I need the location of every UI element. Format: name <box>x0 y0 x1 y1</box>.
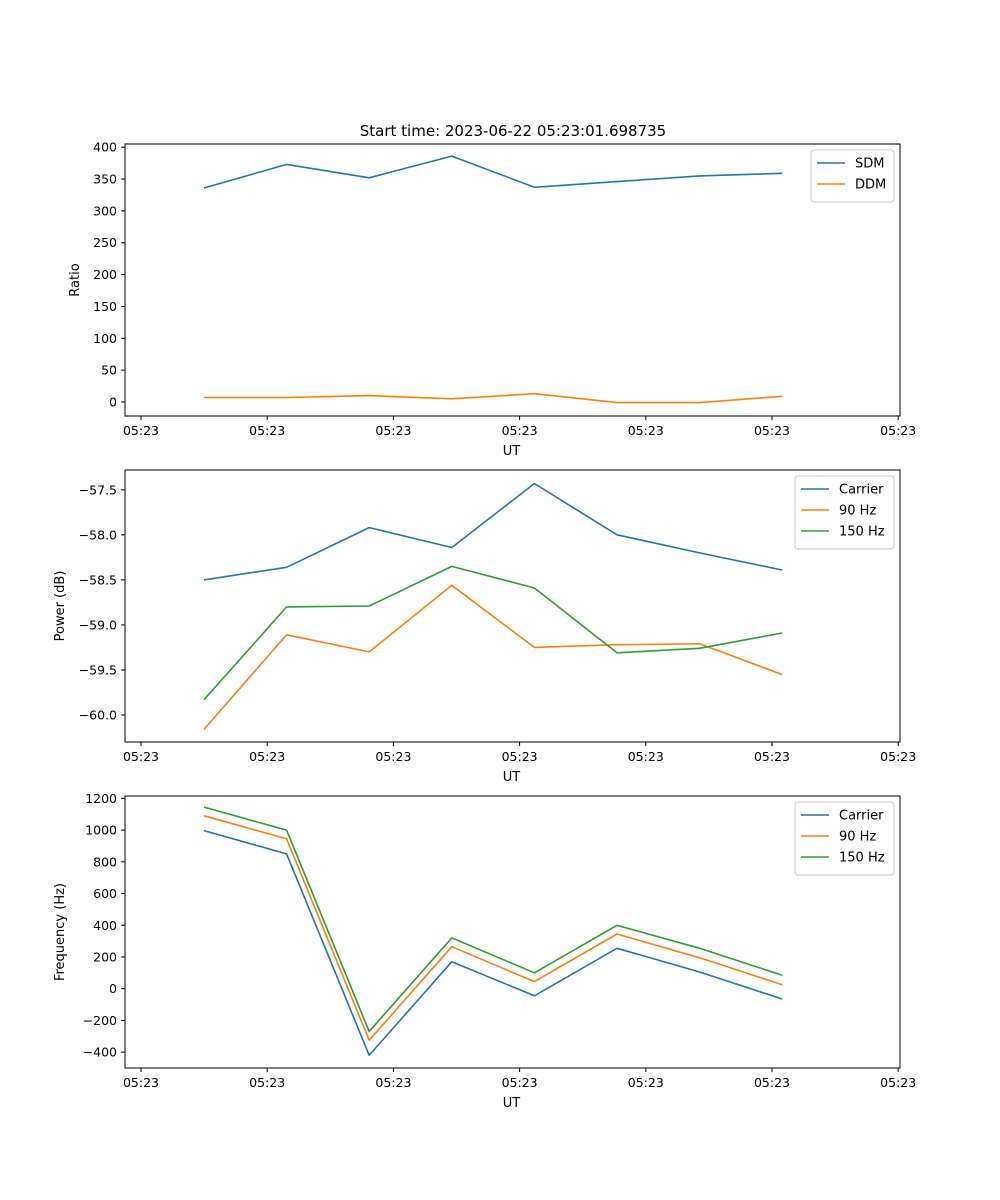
x-tick-label: 05:23 <box>880 423 916 438</box>
y-tick-label: 200 <box>93 267 117 282</box>
x-tick-label: 05:23 <box>249 749 285 764</box>
x-tick-label: 05:23 <box>754 1075 790 1090</box>
chart-panel-2: 05:2305:2305:2305:2305:2305:2305:2305:24… <box>53 469 916 785</box>
x-tick-label: 05:23 <box>123 423 159 438</box>
x-axis-label: UT <box>503 770 521 785</box>
y-tick-label: 400 <box>93 140 117 155</box>
y-tick-label: 800 <box>93 854 117 869</box>
series-line-carrier <box>203 829 783 1057</box>
x-axis-label: UT <box>503 1096 521 1111</box>
series-line-150-hz <box>203 565 783 701</box>
y-tick-label: −200 <box>83 1013 117 1028</box>
axes-frame <box>124 469 901 743</box>
y-tick-label: −58.0 <box>79 527 117 542</box>
y-tick-label: 50 <box>101 363 117 378</box>
x-tick-label: 05:23 <box>502 1075 538 1090</box>
y-tick-label: −57.5 <box>79 482 117 497</box>
x-tick-label: 05:23 <box>249 1075 285 1090</box>
x-tick-label: 05:23 <box>880 1075 916 1090</box>
legend: SDM DDM <box>810 149 895 203</box>
y-tick-label: −60.0 <box>79 707 117 722</box>
axes-frame <box>124 795 901 1069</box>
y-tick-label: 200 <box>93 949 117 964</box>
y-tick-label: −58.5 <box>79 572 117 587</box>
legend-label: Carrier <box>839 809 884 824</box>
x-tick-label: 05:23 <box>502 423 538 438</box>
x-tick-label: 05:23 <box>628 749 664 764</box>
series-line-sdm <box>203 155 783 189</box>
x-tick-label: 05:23 <box>754 423 790 438</box>
axes-frame <box>124 143 901 417</box>
y-tick-label: 1200 <box>85 791 117 806</box>
x-tick-label: 05:23 <box>375 1075 411 1090</box>
figure-title: Start time: 2023-06-22 05:23:01.698735 <box>360 122 666 140</box>
x-tick-label: 05:23 <box>502 749 538 764</box>
y-axis-label: Power (dB) <box>53 571 68 642</box>
series-line-carrier <box>203 482 783 581</box>
y-tick-label: 0 <box>109 394 117 409</box>
legend-label: 150 Hz <box>839 525 885 540</box>
y-tick-label: 1000 <box>85 823 117 838</box>
series-line-90-hz <box>203 815 783 1041</box>
y-tick-label: −59.0 <box>79 617 117 632</box>
series-line-90-hz <box>203 584 783 730</box>
x-tick-label: 05:23 <box>375 423 411 438</box>
legend-label: DDM <box>855 178 886 193</box>
chart-panels: 05:2305:2305:2305:2305:2305:2305:2305:24… <box>53 140 916 1111</box>
series-line-ddm <box>204 392 783 404</box>
y-tick-label: 600 <box>93 886 117 901</box>
chart-panel-3: 05:2305:2305:2305:2305:2305:2305:2305:24… <box>53 791 916 1111</box>
legend-label: 150 Hz <box>839 851 885 866</box>
x-tick-label: 05:23 <box>123 1075 159 1090</box>
y-tick-label: 400 <box>93 918 117 933</box>
x-tick-label: 05:23 <box>628 1075 664 1090</box>
y-tick-label: 0 <box>109 981 117 996</box>
legend-label: 90 Hz <box>839 504 876 519</box>
y-tick-label: 250 <box>93 235 117 250</box>
y-tick-label: −400 <box>83 1045 117 1060</box>
legend-label: Carrier <box>839 483 884 498</box>
series-line-150-hz <box>203 806 783 1033</box>
y-tick-label: 300 <box>93 203 117 218</box>
y-axis-label: Ratio <box>68 263 83 296</box>
chart-panel-1: 05:2305:2305:2305:2305:2305:2305:2305:24… <box>68 140 916 459</box>
legend-label: SDM <box>855 157 884 172</box>
legend-label: 90 Hz <box>839 830 876 845</box>
x-tick-label: 05:23 <box>375 749 411 764</box>
y-tick-label: 350 <box>93 172 117 187</box>
x-tick-label: 05:23 <box>249 423 285 438</box>
y-tick-label: −59.5 <box>79 662 117 677</box>
x-tick-label: 05:23 <box>880 749 916 764</box>
y-axis-label: Frequency (Hz) <box>53 883 68 981</box>
y-tick-label: 150 <box>93 299 117 314</box>
x-tick-label: 05:23 <box>628 423 664 438</box>
legend: Carrier 90 Hz 150 Hz <box>794 475 895 550</box>
x-axis-label: UT <box>503 444 521 459</box>
legend: Carrier 90 Hz 150 Hz <box>794 801 895 876</box>
y-tick-label: 100 <box>93 331 117 346</box>
x-tick-label: 05:23 <box>123 749 159 764</box>
x-tick-label: 05:23 <box>754 749 790 764</box>
